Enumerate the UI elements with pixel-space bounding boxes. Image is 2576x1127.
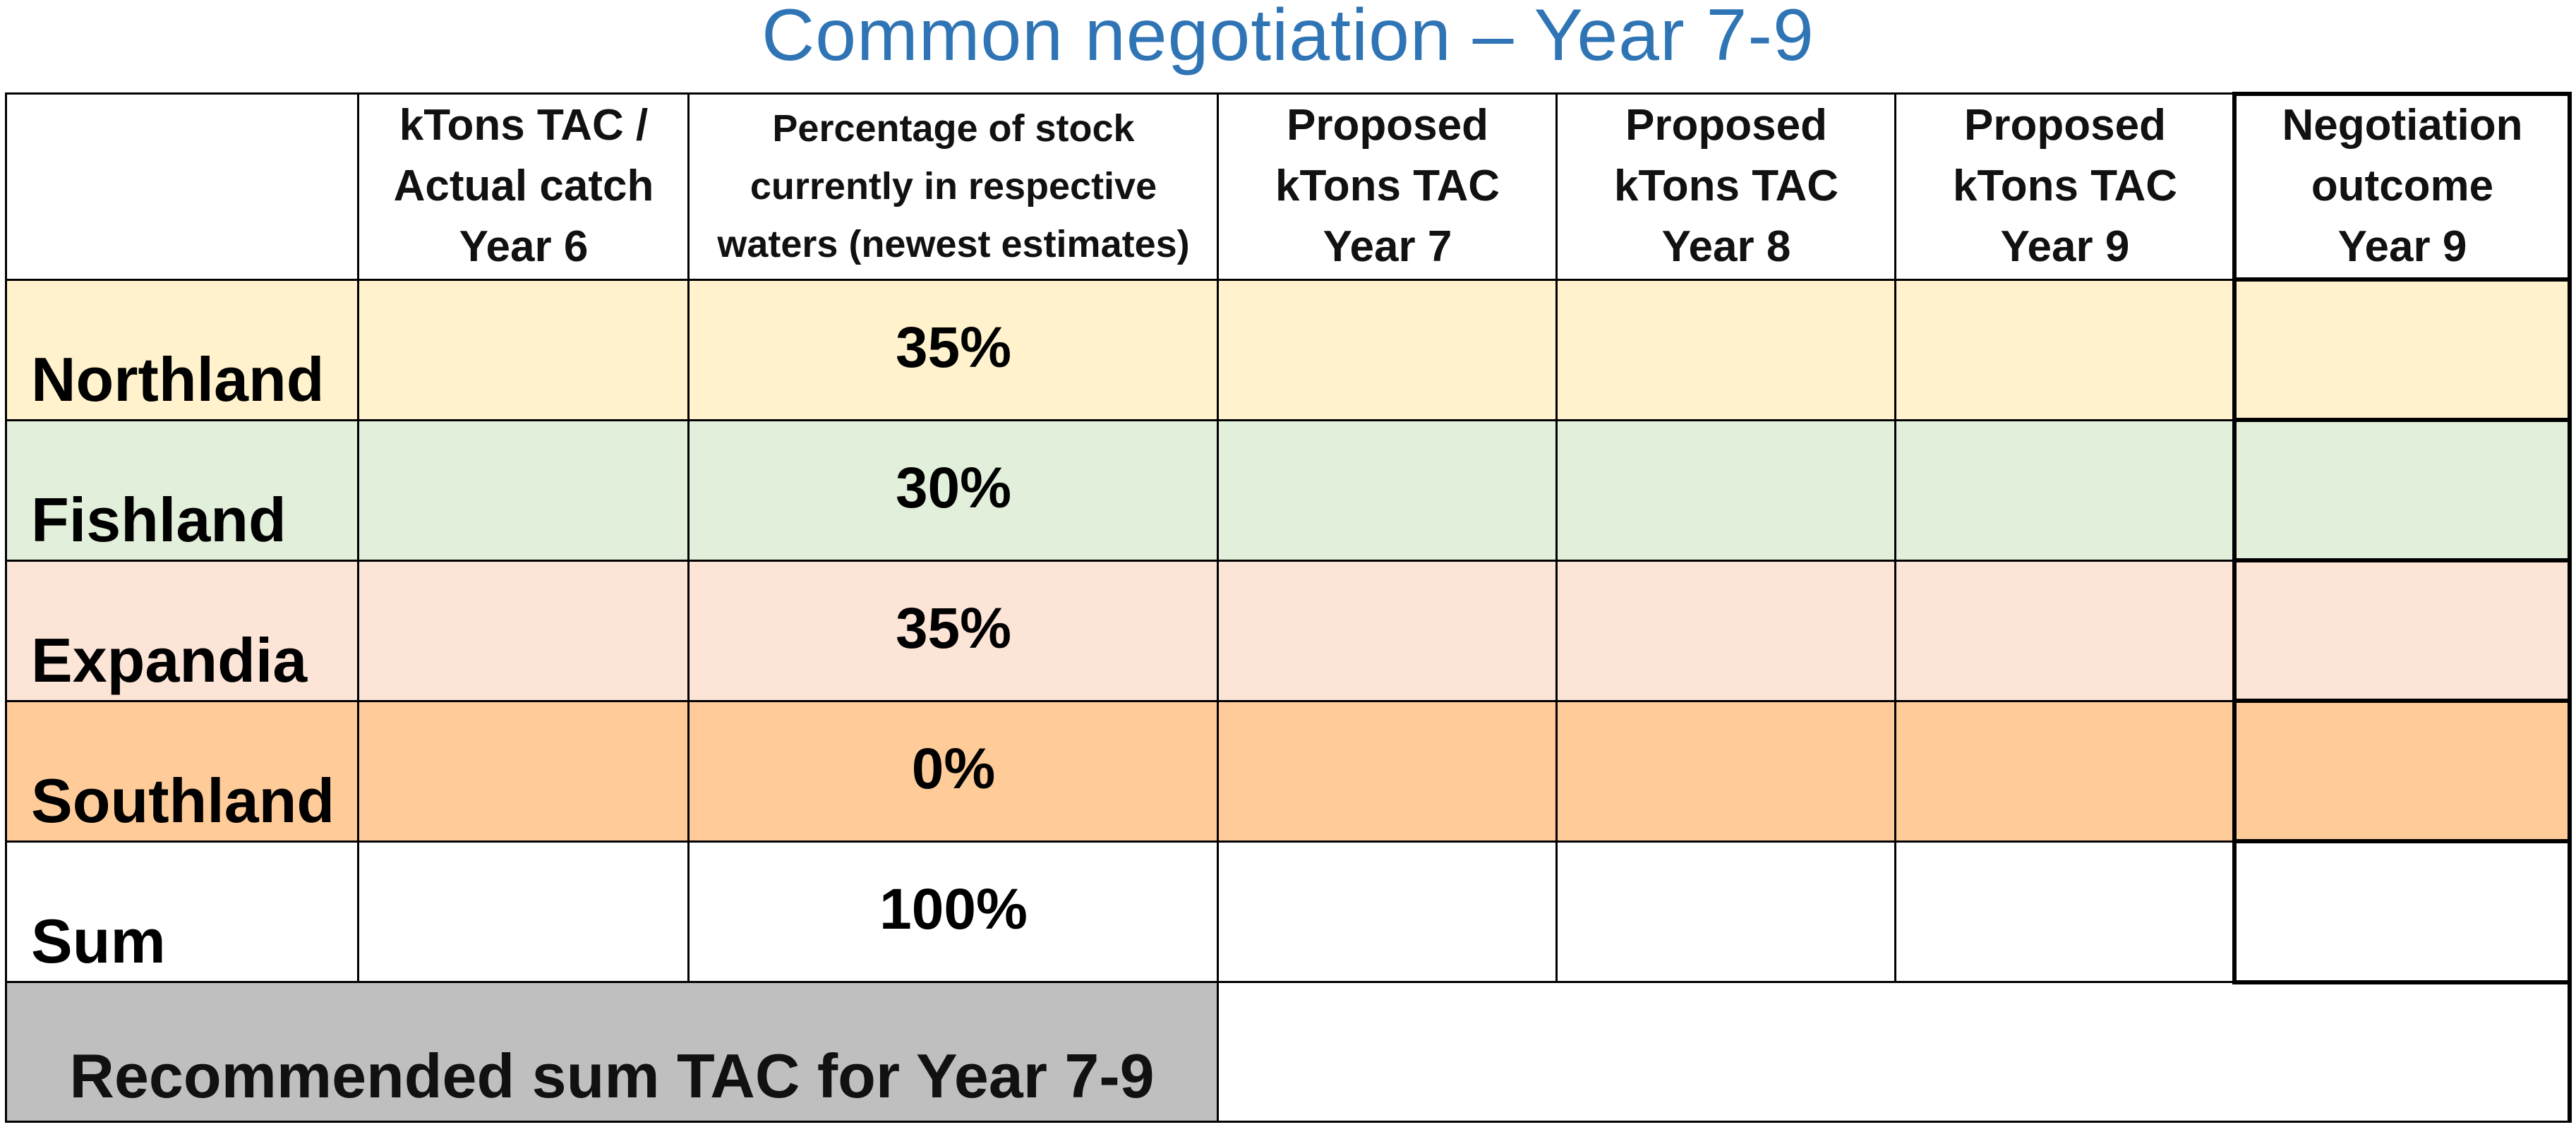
percentage-sum: 100%: [879, 877, 1028, 941]
header-tac-year6: kTons TAC / Actual catch Year 6: [393, 101, 654, 271]
row-label-fishland: Fishland: [31, 485, 287, 555]
grid-line: [6, 981, 2570, 983]
header-proposed-year8: Proposed kTons TAC Year 8: [1613, 101, 1839, 271]
grid-line: [1555, 92, 1558, 983]
grid-line: [357, 92, 359, 983]
grid-line: [6, 419, 2570, 421]
row-northland-bg: [6, 279, 2570, 420]
percentage-southland: 0%: [911, 737, 996, 801]
header-blank: [6, 93, 359, 279]
grid-line: [6, 700, 2570, 702]
percentage-fishland: 30%: [895, 456, 1012, 520]
page-title: Common negotiation – Year 7-9: [762, 0, 1814, 76]
grid-line: [2232, 92, 2237, 983]
header-proposed-year7: Proposed kTons TAC Year 7: [1275, 101, 1500, 271]
row-label-expandia: Expandia: [31, 625, 308, 695]
row-southland-bg: [6, 701, 2570, 841]
outcome-border: [2232, 418, 2572, 422]
recommended-label: Recommended sum TAC for Year 7-9: [69, 1041, 1155, 1111]
outcome-border: [2232, 839, 2572, 843]
recommended-bg: [6, 982, 1218, 1122]
percentage-expandia: 35%: [895, 596, 1012, 661]
grid-line: [5, 92, 7, 1123]
row-label-sum: Sum: [31, 906, 166, 976]
header-negotiation-outcome: Negotiation outcome Year 9: [2282, 101, 2523, 271]
grid-line: [6, 840, 2570, 843]
outcome-border: [2232, 699, 2572, 703]
grid-line: [687, 92, 690, 983]
grid-line: [6, 92, 2570, 95]
grid-line: [1894, 92, 1896, 983]
header-proposed-year9: Proposed kTons TAC Year 9: [1952, 101, 2178, 271]
outcome-border: [2232, 558, 2572, 562]
row-label-southland: Southland: [31, 766, 335, 836]
outcome-border: [2232, 92, 2572, 96]
outcome-border: [2232, 980, 2572, 984]
row-label-northland: Northland: [31, 344, 325, 414]
grid-line: [1217, 92, 1219, 1123]
grid-line: [2568, 92, 2572, 1123]
outcome-border: [2232, 277, 2572, 282]
header-stock-percentage: Percentage of stock currently in respect…: [717, 107, 1190, 265]
recommended-value-cell[interactable]: [1218, 982, 2570, 1122]
row-fishland-bg: [6, 420, 2570, 560]
row-expandia-bg: [6, 560, 2570, 701]
grid-line: [6, 1121, 2570, 1123]
grid-line: [6, 279, 2570, 281]
percentage-northland: 35%: [895, 315, 1012, 380]
grid-line: [6, 560, 2570, 562]
